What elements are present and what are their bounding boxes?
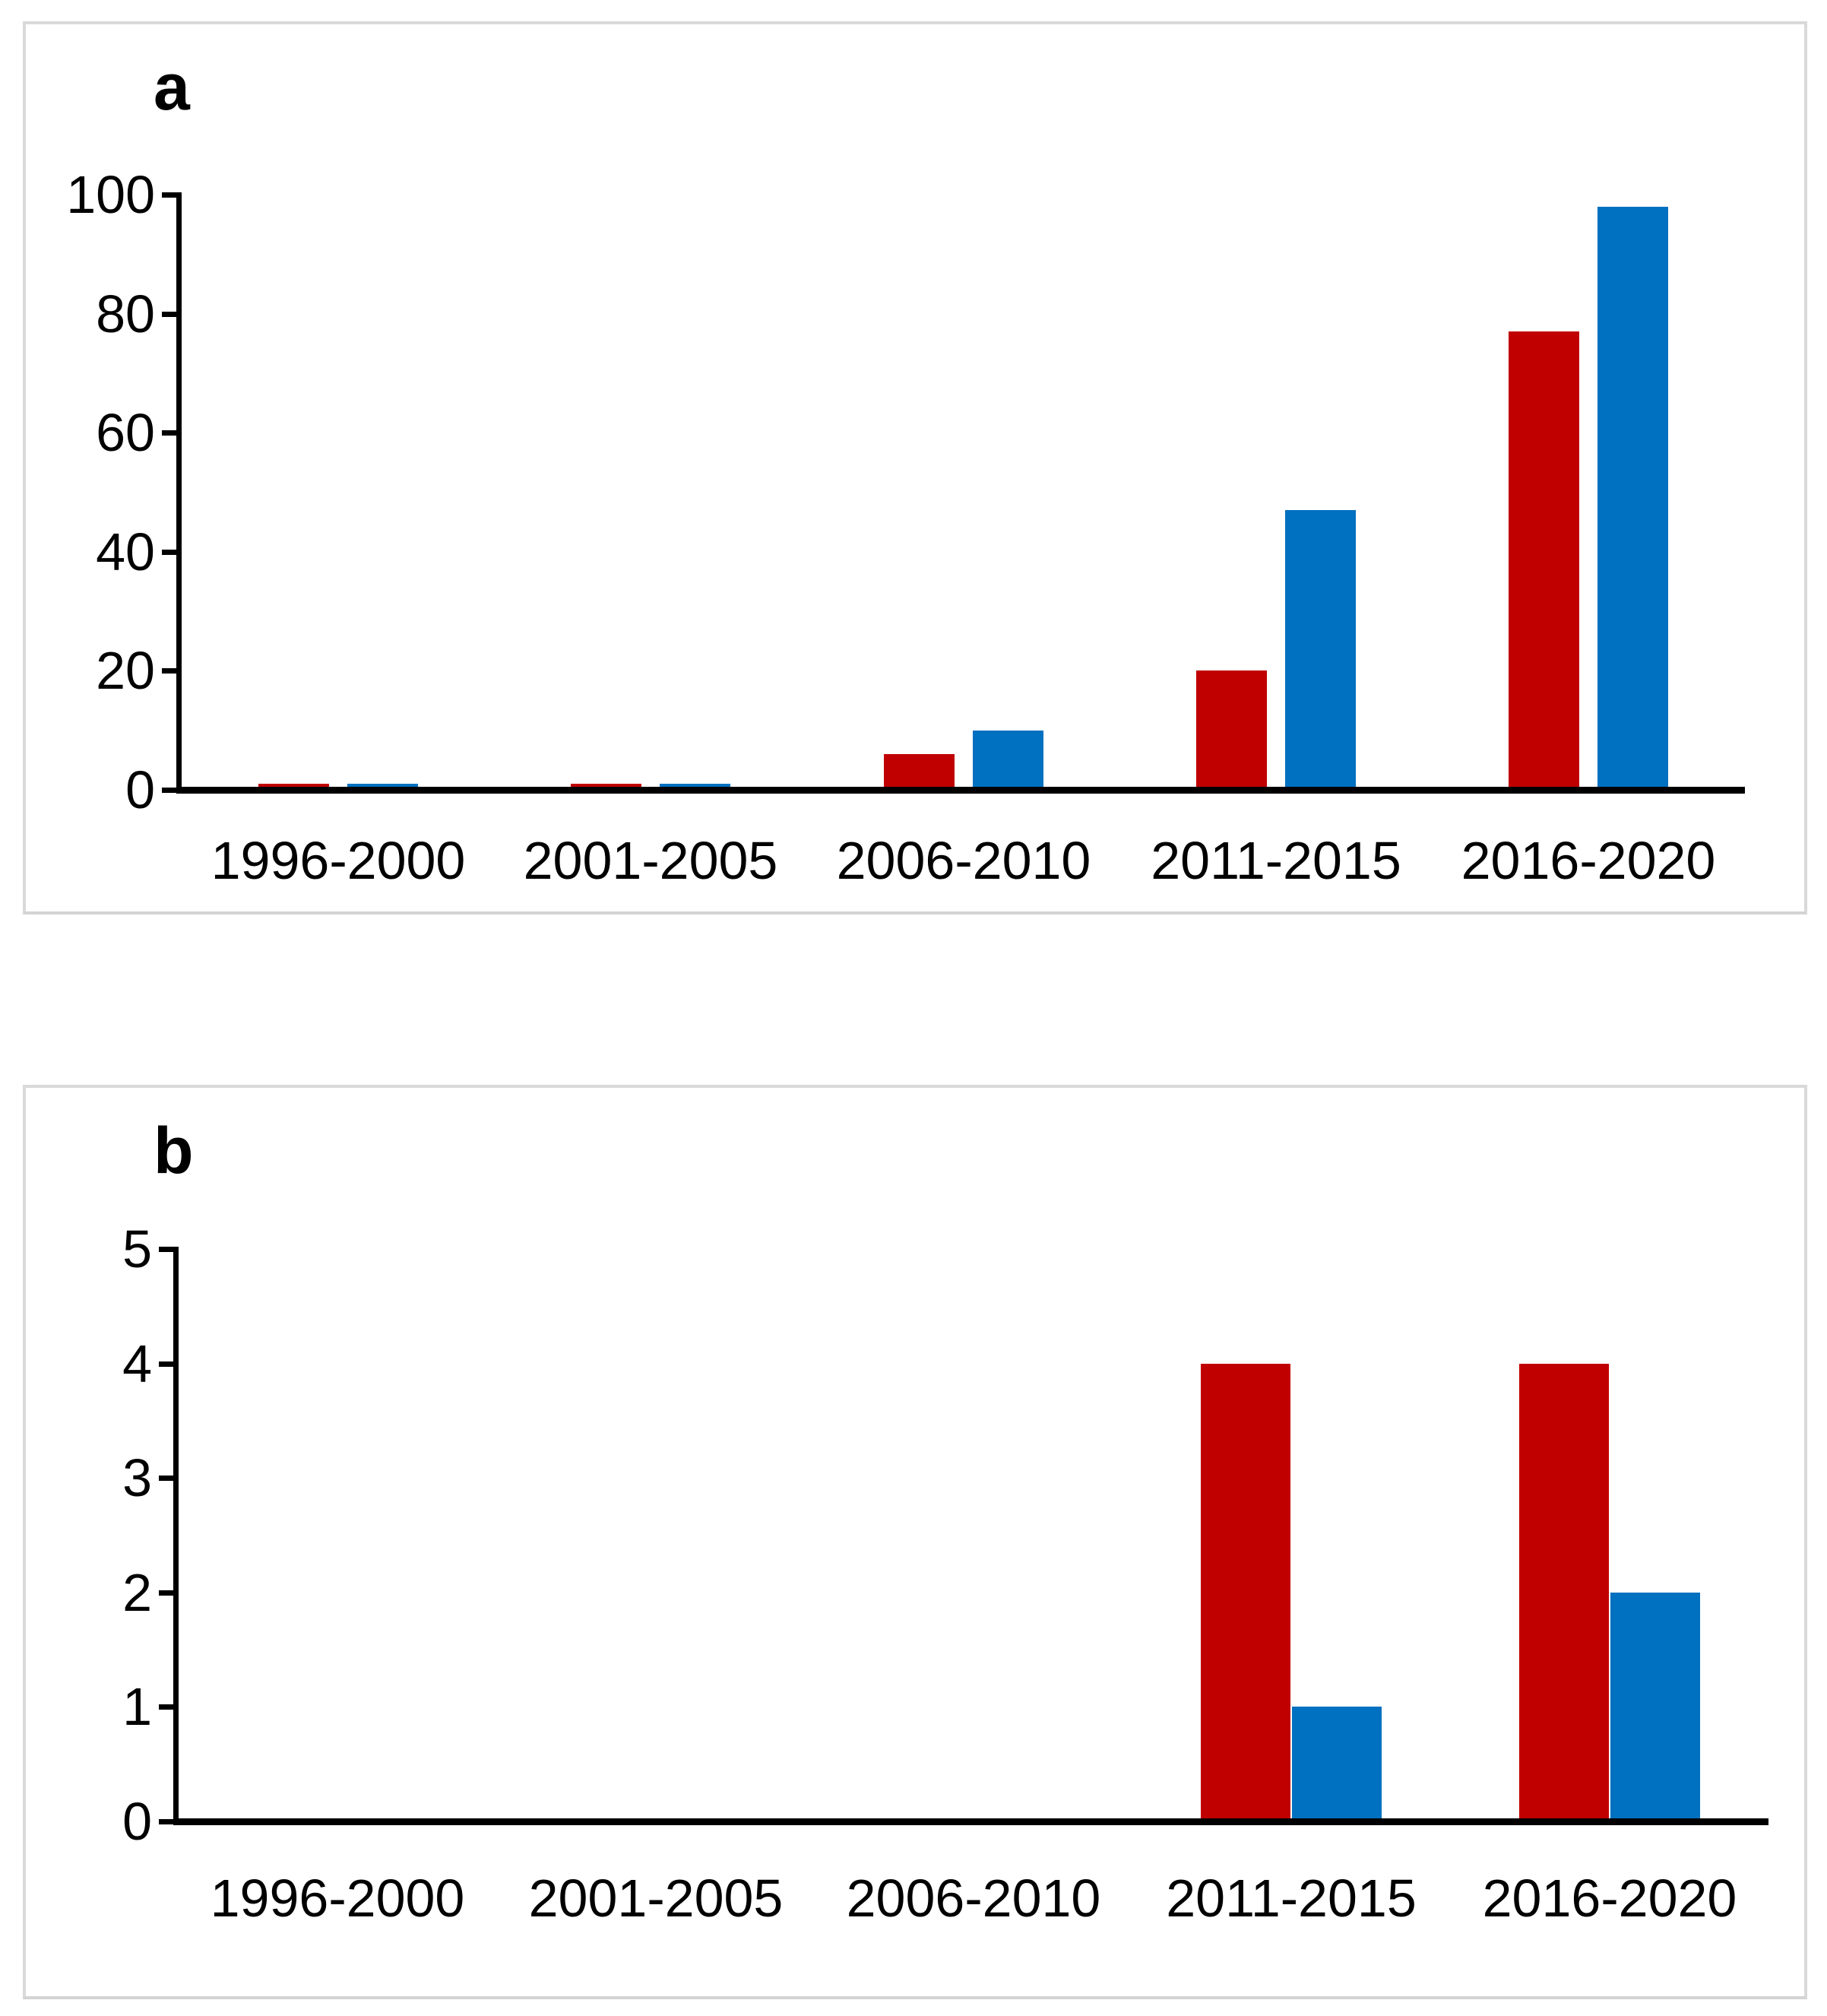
bar-blue-series-2011-2015 xyxy=(1292,1707,1382,1821)
y-tick-label-60: 60 xyxy=(96,403,155,463)
bar-blue-series-2016-2020 xyxy=(1597,207,1668,790)
y-tick-mark-80 xyxy=(162,311,182,317)
y-tick-label-4: 4 xyxy=(122,1333,152,1393)
y-tick-mark-0 xyxy=(159,1819,179,1824)
bar-red-series-2016-2020 xyxy=(1509,331,1579,790)
y-tick-mark-40 xyxy=(162,549,182,555)
y-tick-mark-100 xyxy=(162,192,182,198)
y-tick-mark-60 xyxy=(162,430,182,436)
y-tick-label-5: 5 xyxy=(122,1219,152,1279)
bar-blue-series-2011-2015 xyxy=(1285,510,1356,790)
panel-a: a 0 20 40 60 80 100 1996-2000 2001-2005 2006-201… xyxy=(23,21,1807,914)
x-category-label-1996-2000: 1996-2000 xyxy=(211,831,466,890)
bar-red-series-2016-2020 xyxy=(1519,1364,1609,1821)
panel-b: b 0 1 2 3 4 5 1996-2000 2001-2005 2006-2010 2011-… xyxy=(23,1085,1807,1999)
y-tick-label-80: 80 xyxy=(96,284,155,344)
y-tick-label-2: 2 xyxy=(122,1562,152,1622)
y-tick-mark-2 xyxy=(159,1590,179,1596)
y-tick-label-1: 1 xyxy=(122,1677,152,1737)
chart-b-label: b xyxy=(154,1114,194,1187)
x-category-label-1996-2000: 1996-2000 xyxy=(210,1869,465,1928)
x-category-label-2006-2010: 2006-2010 xyxy=(836,831,1091,890)
y-tick-mark-0 xyxy=(162,788,182,793)
x-category-label-2011-2015: 2011-2015 xyxy=(1166,1869,1417,1928)
x-category-label-2006-2010: 2006-2010 xyxy=(846,1869,1101,1928)
x-axis xyxy=(173,1818,1768,1825)
x-category-label-2001-2005: 2001-2005 xyxy=(528,1869,784,1928)
bar-blue-series-2006-2010 xyxy=(973,731,1043,790)
y-tick-label-20: 20 xyxy=(96,641,155,701)
y-tick-label-40: 40 xyxy=(96,521,155,582)
y-tick-label-0: 0 xyxy=(125,760,155,819)
y-tick-mark-3 xyxy=(159,1476,179,1482)
y-tick-label-100: 100 xyxy=(66,165,155,224)
y-axis xyxy=(176,192,182,793)
y-tick-mark-4 xyxy=(159,1361,179,1367)
x-category-label-2016-2020: 2016-2020 xyxy=(1461,831,1716,890)
y-tick-mark-5 xyxy=(159,1247,179,1252)
bar-red-series-2011-2015 xyxy=(1201,1364,1290,1821)
x-axis xyxy=(176,787,1745,794)
chart-a-plot: 0 20 40 60 80 100 1996-2000 2001-2005 2006-2010 2… xyxy=(26,24,1804,911)
y-axis xyxy=(173,1247,179,1824)
y-tick-label-0: 0 xyxy=(122,1792,152,1851)
bar-red-series-2011-2015 xyxy=(1196,670,1267,790)
chart-b-plot: 0 1 2 3 4 5 1996-2000 2001-2005 2006-2010 2011-20… xyxy=(26,1088,1804,1996)
x-category-label-2016-2020: 2016-2020 xyxy=(1482,1869,1737,1928)
x-category-label-2011-2015: 2011-2015 xyxy=(1151,831,1401,890)
y-tick-mark-20 xyxy=(162,668,182,674)
y-tick-label-3: 3 xyxy=(122,1448,152,1508)
bar-blue-series-2016-2020 xyxy=(1610,1593,1700,1821)
bar-red-series-2006-2010 xyxy=(884,754,955,790)
x-category-label-2001-2005: 2001-2005 xyxy=(523,831,778,890)
chart-a-label: a xyxy=(154,51,190,124)
y-tick-mark-1 xyxy=(159,1704,179,1710)
